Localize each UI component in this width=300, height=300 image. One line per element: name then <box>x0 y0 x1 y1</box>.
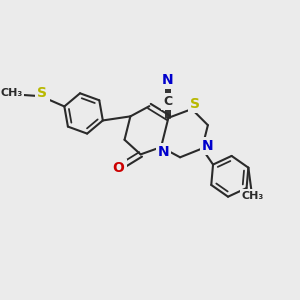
Text: N: N <box>202 139 214 153</box>
Text: N: N <box>162 73 174 87</box>
Text: CH₃: CH₃ <box>242 191 264 201</box>
Text: O: O <box>113 161 124 176</box>
Text: S: S <box>38 86 47 100</box>
Text: CH₃: CH₃ <box>0 88 22 98</box>
Text: C: C <box>163 95 172 108</box>
Text: S: S <box>190 97 200 111</box>
Text: N: N <box>158 145 169 159</box>
